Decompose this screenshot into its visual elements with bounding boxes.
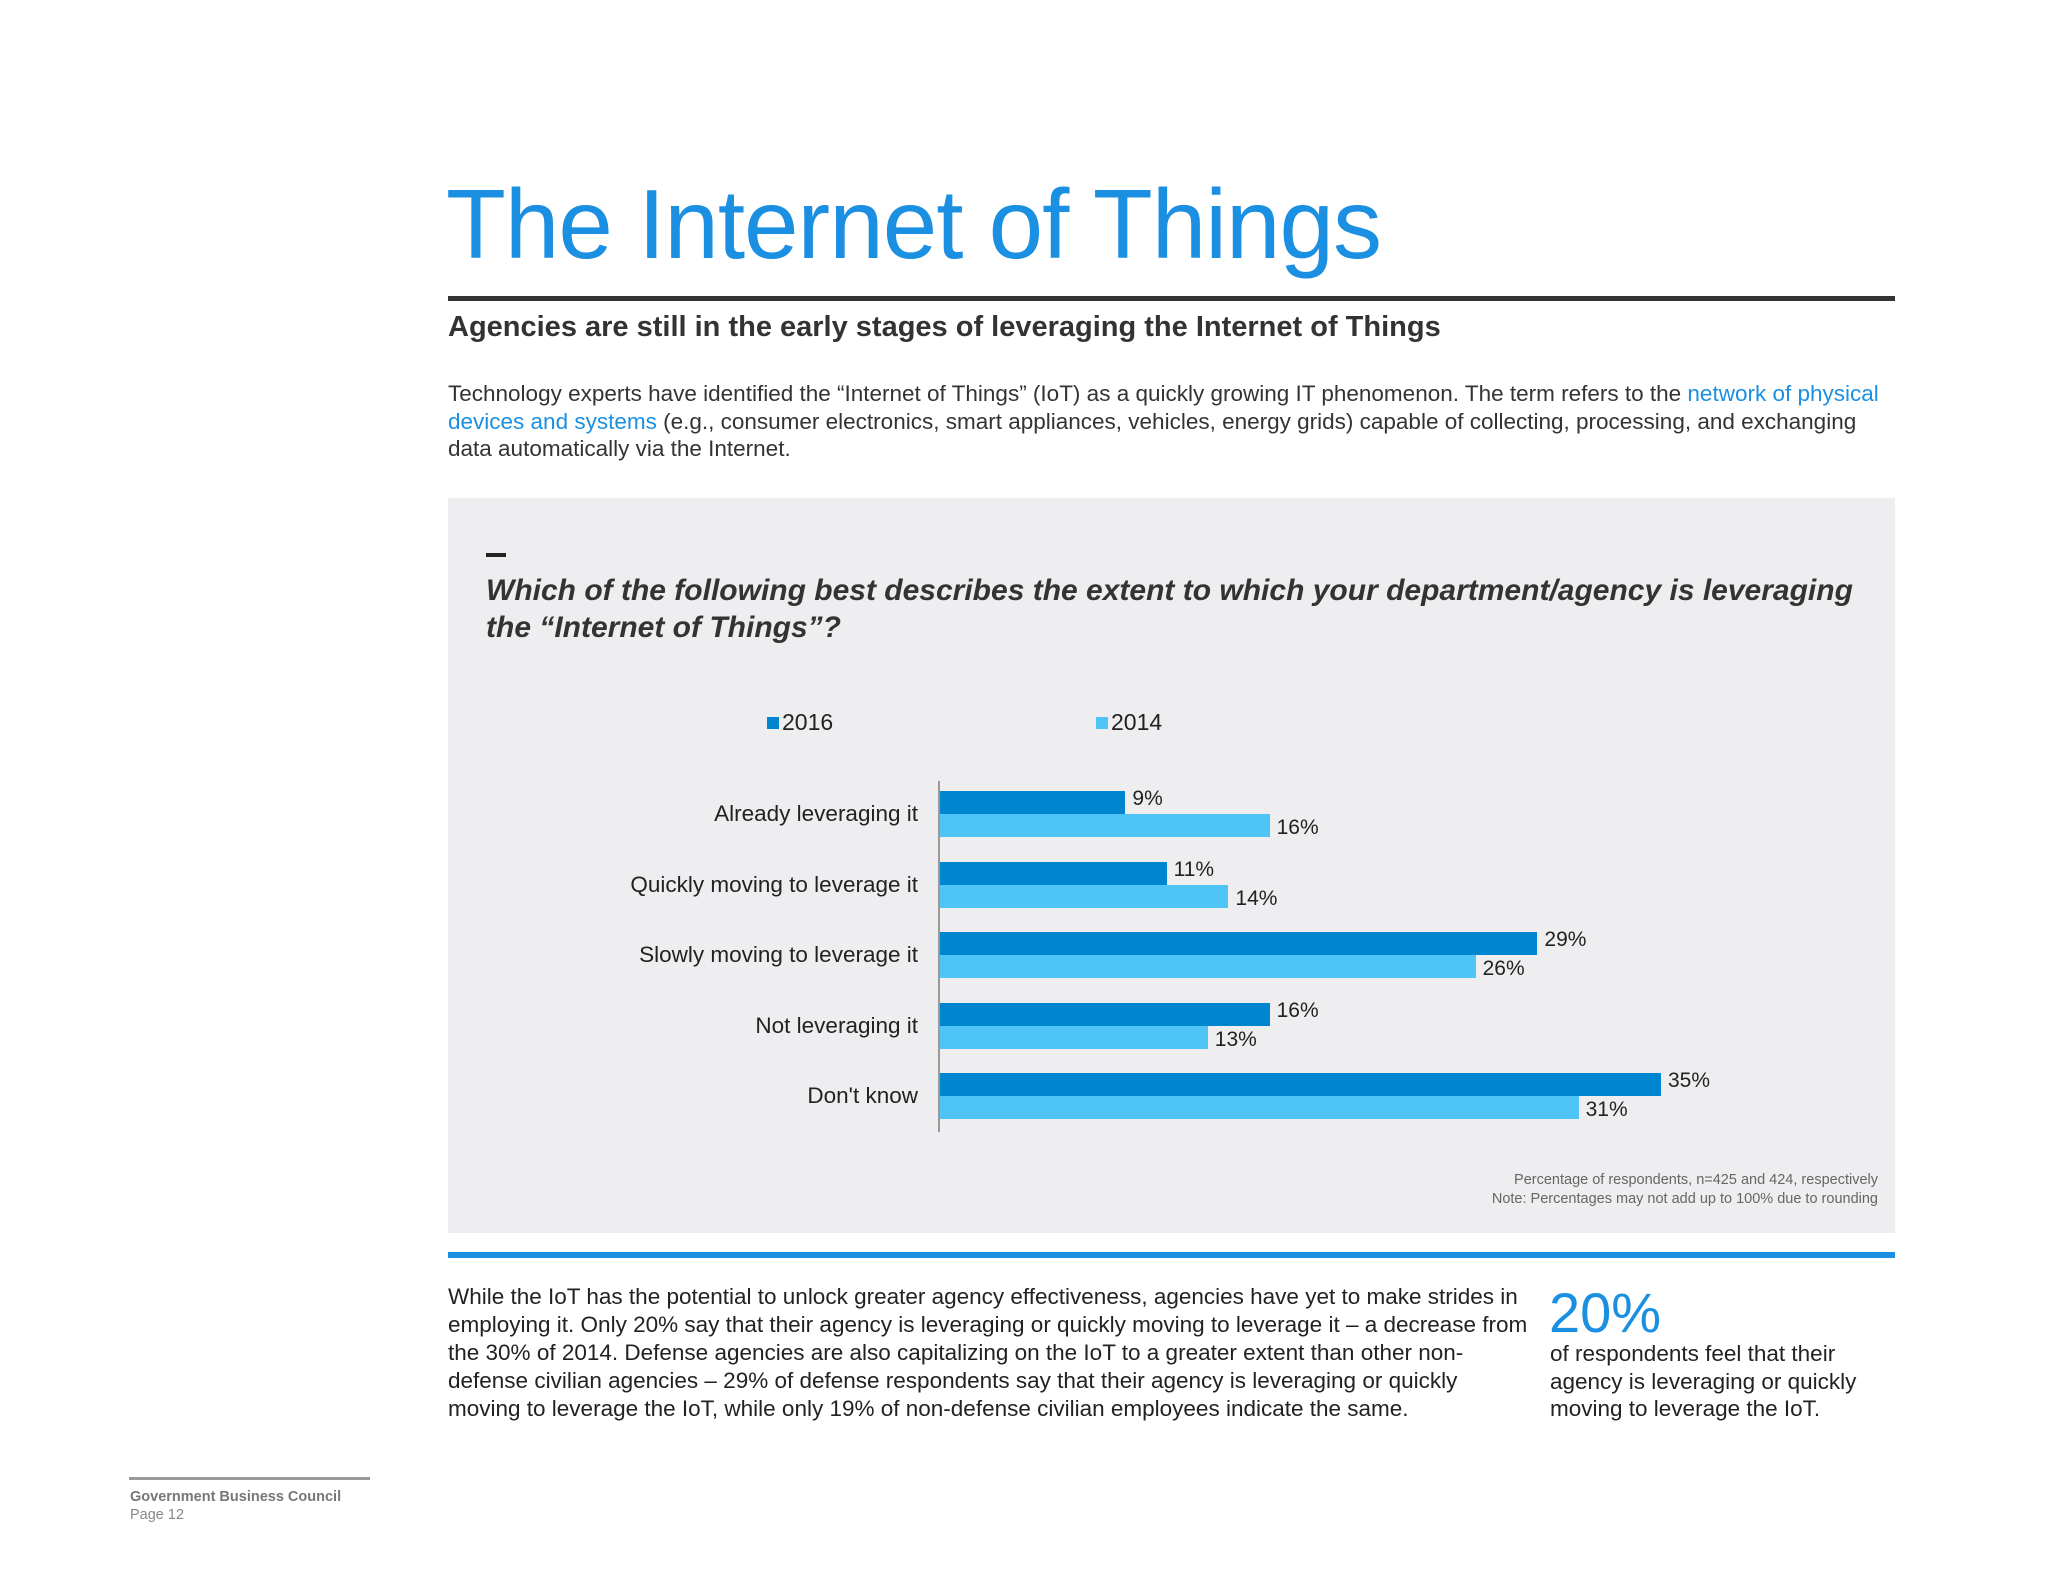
chart-note-sample: Percentage of respondents, n=425 and 424… (1514, 1172, 1878, 1188)
category-label: Not leveraging it (755, 1012, 918, 1038)
title-divider (448, 296, 1895, 301)
bar-2014 (940, 814, 1270, 837)
callout-stat: 20% (1549, 1281, 1662, 1344)
survey-question: Which of the following best describes th… (486, 574, 1853, 644)
legend-2016: 2016 (767, 709, 833, 736)
footer-divider (129, 1477, 370, 1480)
data-label-2014: 13% (1214, 1027, 1257, 1051)
legend-label-2016: 2016 (782, 709, 834, 735)
bar-2016 (940, 1073, 1661, 1096)
category-label: Don't know (807, 1083, 918, 1108)
data-label-2016: 16% (1276, 998, 1319, 1022)
legend-swatch-2016 (767, 716, 779, 729)
bar-2014 (940, 955, 1476, 978)
data-label-2014: 14% (1235, 886, 1278, 910)
page-title: The Internet of Things (446, 169, 1382, 279)
intro-text-end: (e.g., consumer electronics, smart appli… (448, 408, 1857, 462)
data-label-2014: 16% (1276, 816, 1319, 839)
bar-2014 (940, 1096, 1579, 1119)
intro-link[interactable]: network of physical devices and systems (448, 381, 1879, 434)
bar-2016 (940, 861, 1167, 885)
question-dash (486, 553, 506, 557)
legend-label-2014: 2014 (1111, 709, 1163, 735)
body-paragraph: While the IoT has the potential to unloc… (448, 1284, 1528, 1421)
data-label-2016: 9% (1132, 787, 1163, 810)
category-label: Quickly moving to leverage it (630, 871, 918, 897)
intro-paragraph: Technology experts have identified the “… (448, 380, 1895, 463)
callout-text: of respondents feel that their agency is… (1550, 1341, 1857, 1421)
data-label-2014: 31% (1585, 1098, 1628, 1121)
bar-2016 (940, 932, 1538, 955)
section-subtitle: Agencies are still in the early stages o… (448, 311, 1441, 343)
page-number: Page 12 (130, 1507, 185, 1523)
section-divider (448, 1252, 1895, 1258)
bar-2014 (940, 1025, 1208, 1049)
data-label-2016: 29% (1544, 928, 1587, 951)
intro-text: Technology experts have identified the “… (448, 381, 1688, 406)
data-label-2016: 35% (1668, 1069, 1711, 1092)
data-label-2014: 26% (1482, 957, 1525, 980)
category-label: Slowly moving to leverage it (639, 942, 918, 967)
footer-org: Government Business Council (130, 1489, 342, 1505)
bar-2016 (940, 1002, 1270, 1026)
legend-swatch-2014 (1096, 716, 1108, 729)
y-axis-line (938, 781, 940, 1132)
category-label: Already leveraging it (714, 801, 918, 826)
legend-2014: 2014 (1096, 709, 1162, 736)
bar-2016 (940, 791, 1126, 814)
chart-note-rounding: Note: Percentages may not add up to 100%… (1491, 1191, 1878, 1207)
bar-2014 (940, 884, 1229, 908)
data-label-2016: 11% (1173, 857, 1215, 881)
